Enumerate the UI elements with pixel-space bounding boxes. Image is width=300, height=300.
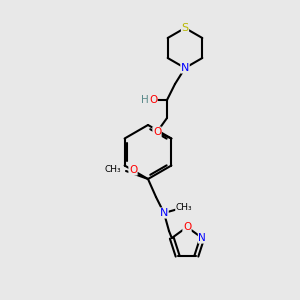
Text: N: N [160,208,168,218]
Text: O: O [129,165,137,175]
Text: N: N [198,233,206,243]
Text: CH₃: CH₃ [176,202,192,211]
Text: H: H [141,95,149,105]
Text: S: S [182,23,189,33]
Text: O: O [149,95,157,105]
Text: O: O [153,127,161,137]
Text: N: N [181,63,189,73]
Text: CH₃: CH₃ [104,166,121,175]
Text: O: O [183,222,191,232]
